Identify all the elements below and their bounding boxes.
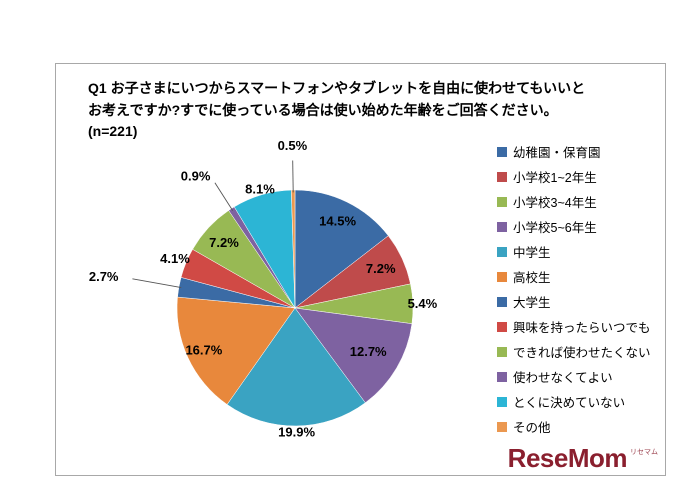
legend-label: 幼稚園・保育園 bbox=[513, 146, 601, 160]
legend-swatch bbox=[497, 396, 507, 407]
pie-value-label: 5.4% bbox=[408, 296, 438, 311]
pie-value-label: 0.5% bbox=[278, 138, 308, 153]
chart-title: Q1 お子さまにいつからスマートフォンやタブレットを自由に使わせてもいいとお考え… bbox=[88, 80, 586, 140]
legend-label: その他 bbox=[513, 421, 551, 435]
pie-value-label: 19.9% bbox=[278, 424, 315, 439]
chart-legend: 幼稚園・保育園 小学校1~2年生 小学校3~4年生 小学校5~6年生 中学生高校生大学生… bbox=[497, 139, 651, 439]
legend-swatch bbox=[497, 246, 507, 257]
legend-label: 大学生 bbox=[513, 296, 551, 310]
legend-item: 幼稚園・保育園 bbox=[497, 139, 651, 164]
legend-label: 中学生 bbox=[513, 246, 551, 260]
legend-item: 高校生 bbox=[497, 264, 651, 289]
label-leader-line bbox=[292, 160, 294, 193]
pie-slice bbox=[294, 307, 413, 404]
legend-item: 大学生 bbox=[497, 289, 651, 314]
pie-slice bbox=[294, 189, 389, 309]
legend-item: 中学生 bbox=[497, 239, 651, 264]
legend-item: 小学校5~6年生 bbox=[497, 214, 651, 239]
pie-value-label: 14.5% bbox=[319, 214, 356, 229]
resemom-logo: ReseMom リセマム bbox=[508, 443, 658, 474]
legend-label: できれば使わせたくない bbox=[513, 346, 651, 360]
legend-swatch bbox=[497, 271, 507, 282]
legend-swatch bbox=[497, 371, 507, 382]
pie-value-label: 7.2% bbox=[209, 235, 239, 250]
pie-value-label: 7.2% bbox=[366, 261, 396, 276]
legend-item: その他 bbox=[497, 414, 651, 439]
legend-swatch bbox=[497, 321, 507, 332]
logo-subtext: リセマム bbox=[630, 449, 658, 456]
legend-label: 小学校3~4年生 bbox=[513, 196, 597, 210]
pie-value-label: 16.7% bbox=[185, 343, 222, 358]
legend-label: 小学校5~6年生 bbox=[513, 221, 597, 235]
pie-slice bbox=[226, 307, 366, 427]
pie-value-label: 12.7% bbox=[350, 344, 387, 359]
legend-swatch bbox=[497, 296, 507, 307]
legend-item: 使わせなくてよい bbox=[497, 364, 651, 389]
legend-swatch bbox=[497, 421, 507, 432]
legend-item: 小学校3~4年生 bbox=[497, 189, 651, 214]
legend-label: 高校生 bbox=[513, 271, 551, 285]
legend-item: 興味を持ったらいつでも bbox=[497, 314, 651, 339]
legend-label: 使わせなくてよい bbox=[513, 371, 613, 385]
legend-item: とくに決めていない bbox=[497, 389, 651, 414]
pie-value-label: 2.7% bbox=[89, 269, 119, 284]
pie-value-label: 0.9% bbox=[181, 168, 211, 183]
legend-swatch bbox=[497, 146, 507, 157]
pie-slice bbox=[176, 296, 296, 405]
logo-text: ReseMom bbox=[507, 443, 628, 473]
legend-item: できれば使わせたくない bbox=[497, 339, 651, 364]
legend-swatch bbox=[497, 346, 507, 357]
legend-swatch bbox=[497, 171, 507, 182]
pie-value-label: 8.1% bbox=[245, 182, 275, 197]
legend-label: 興味を持ったらいつでも bbox=[513, 321, 651, 335]
legend-swatch bbox=[497, 196, 507, 207]
pie-value-label: 4.1% bbox=[160, 251, 190, 266]
legend-swatch bbox=[497, 221, 507, 232]
legend-label: とくに決めていない bbox=[513, 396, 626, 410]
label-leader-line bbox=[214, 182, 234, 211]
legend-item: 小学校1~2年生 bbox=[497, 164, 651, 189]
legend-label: 小学校1~2年生 bbox=[513, 171, 597, 185]
label-leader-line bbox=[132, 278, 182, 289]
